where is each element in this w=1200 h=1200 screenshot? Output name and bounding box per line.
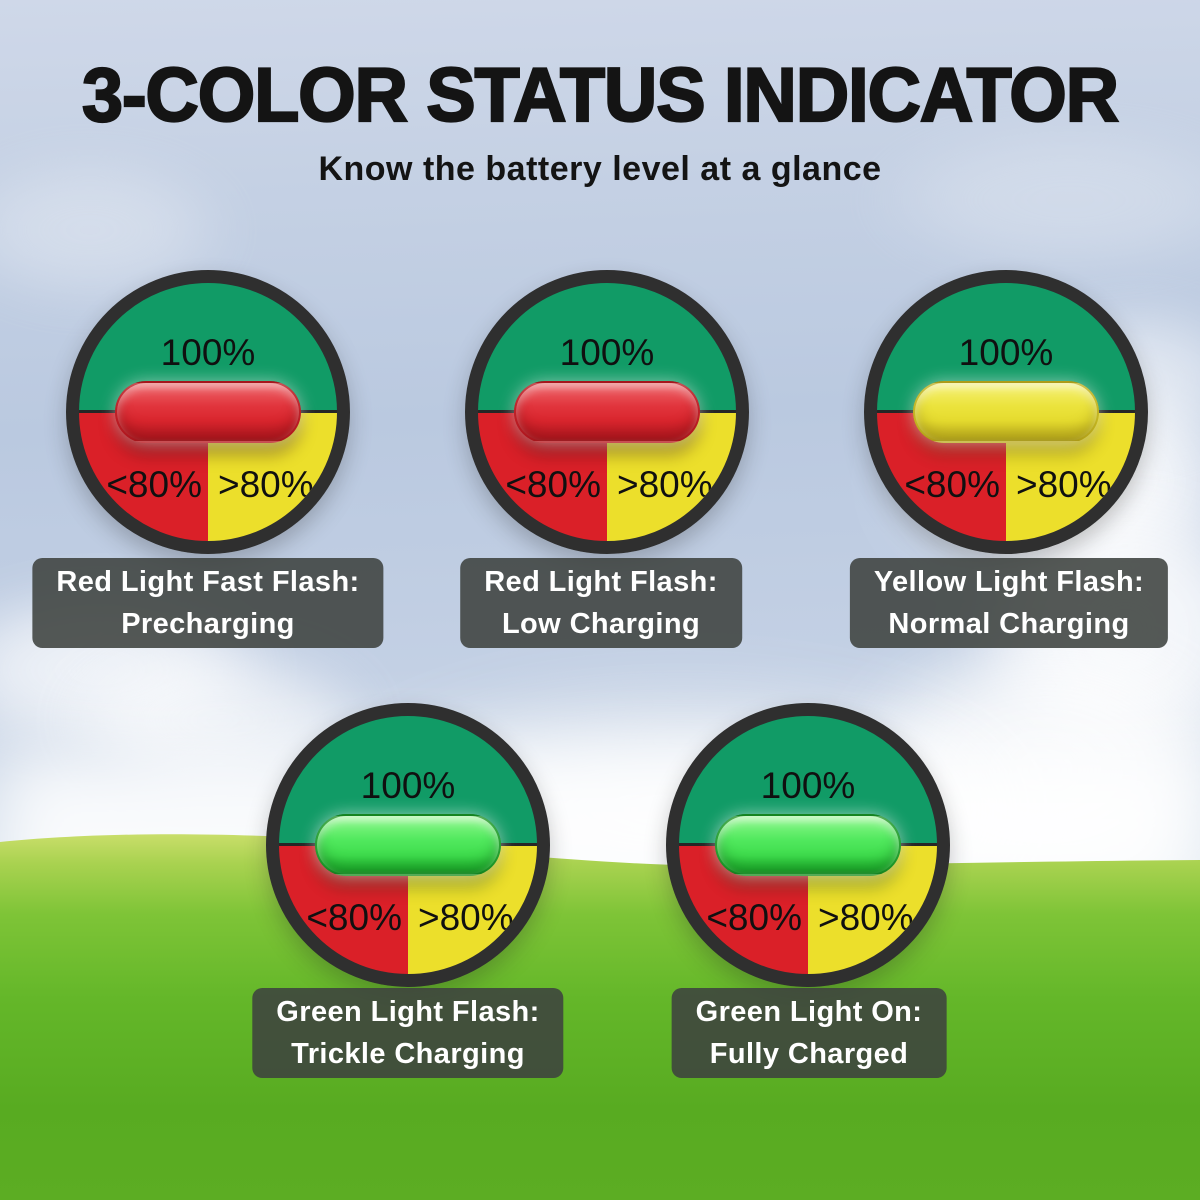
zone-label-over80: >80% <box>418 897 514 938</box>
caption-line2: Fully Charged <box>709 1038 909 1070</box>
battery-led-green-icon <box>315 814 501 876</box>
caption-line1: Green Light Flash: <box>276 996 540 1028</box>
zone-label-full: 100% <box>958 332 1054 373</box>
zone-label-full: 100% <box>559 332 655 373</box>
zone-label-under80: <80% <box>904 464 1000 505</box>
battery-led-red-icon <box>115 381 301 443</box>
cloud <box>860 120 1200 280</box>
zone-label-full: 100% <box>360 765 456 806</box>
battery-led-red-icon <box>514 381 700 443</box>
battery-led-yellow-icon <box>913 381 1099 443</box>
caption-box-normal-charging: Yellow Light Flash: Normal Charging <box>849 558 1169 648</box>
battery-led-green-icon <box>715 814 901 876</box>
indicator-circle-fully-charged: 100% <80% >80% <box>666 703 950 987</box>
zone-label-under80: <80% <box>106 464 202 505</box>
indicator-circle-precharging: 100% <80% >80% <box>66 270 350 554</box>
caption-box-precharging: Red Light Fast Flash: Precharging <box>32 558 384 648</box>
caption-line1: Yellow Light Flash: <box>873 566 1145 598</box>
zone-label-under80: <80% <box>306 897 402 938</box>
caption-box-low-charging: Red Light Flash: Low Charging <box>460 558 742 648</box>
zone-label-under80: <80% <box>505 464 601 505</box>
indicator-circle-trickle-charging: 100% <80% >80% <box>266 703 550 987</box>
zone-label-over80: >80% <box>617 464 713 505</box>
zone-label-full: 100% <box>160 332 256 373</box>
page-subtitle: Know the battery level at a glance <box>318 150 882 188</box>
page-title: 3-COLOR STATUS INDICATOR <box>81 52 1120 139</box>
caption-line2: Normal Charging <box>888 608 1130 640</box>
zone-label-over80: >80% <box>818 897 914 938</box>
zone-label-over80: >80% <box>218 464 314 505</box>
caption-line1: Red Light Fast Flash: <box>56 566 360 598</box>
zone-label-under80: <80% <box>706 897 802 938</box>
zone-label-over80: >80% <box>1016 464 1112 505</box>
caption-box-fully-charged: Green Light On: Fully Charged <box>671 988 947 1078</box>
caption-line2: Precharging <box>121 608 295 640</box>
zone-label-full: 100% <box>760 765 856 806</box>
caption-line2: Low Charging <box>501 608 701 640</box>
caption-box-trickle-charging: Green Light Flash: Trickle Charging <box>252 988 564 1078</box>
grass-field <box>0 834 1200 1200</box>
indicator-circle-low-charging: 100% <80% >80% <box>465 270 749 554</box>
indicator-circle-normal-charging: 100% <80% >80% <box>864 270 1148 554</box>
caption-line1: Green Light On: <box>695 996 923 1028</box>
caption-line2: Trickle Charging <box>291 1038 525 1070</box>
caption-line1: Red Light Flash: <box>484 566 718 598</box>
